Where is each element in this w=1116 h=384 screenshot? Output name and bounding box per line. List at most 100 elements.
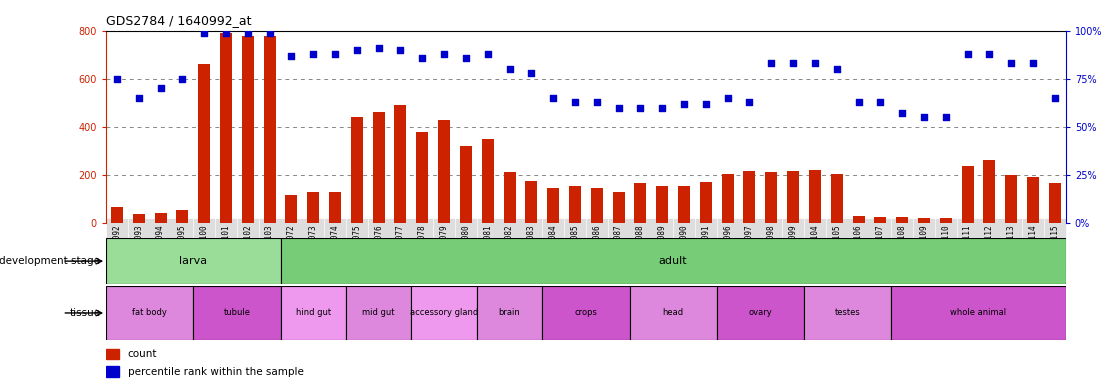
Bar [700,182,712,223]
Point [239,30,257,36]
Bar [477,286,542,340]
Text: GDS2784 / 1640992_at: GDS2784 / 1640992_at [106,14,251,27]
Point [1002,60,1020,66]
Point [632,104,650,111]
Bar [526,181,538,223]
Bar [154,213,166,223]
Point [696,101,714,107]
Bar [962,166,973,223]
Bar [1027,177,1039,223]
Point [785,60,802,66]
Bar [983,161,995,223]
Bar [176,210,189,223]
Point [348,47,366,53]
Point [588,99,606,105]
Text: development stage: development stage [0,256,100,266]
Point [152,85,170,91]
Point [1046,95,1064,101]
Point [828,66,846,72]
Bar [412,286,477,340]
Bar [940,218,952,223]
Bar [350,117,363,223]
Bar [482,139,493,223]
Bar [242,36,253,223]
Bar [896,217,908,223]
Point [1024,60,1042,66]
Bar [394,105,406,223]
Bar [307,192,319,223]
Point [217,30,235,36]
Bar [133,214,145,223]
Bar [460,146,472,223]
Point [435,51,453,57]
Point [609,104,627,111]
Bar [830,174,843,223]
Point [893,110,911,116]
Text: tubule: tubule [223,308,250,318]
Point [959,51,976,57]
Text: hind gut: hind gut [296,308,330,318]
Text: crops: crops [575,308,597,318]
Point [762,60,780,66]
Point [522,70,540,76]
Point [458,55,475,61]
Bar [106,349,119,359]
Bar [874,217,886,223]
Bar [416,131,429,223]
Point [392,47,410,53]
Bar [1049,183,1061,223]
Point [545,95,562,101]
Bar [853,215,865,223]
Point [915,114,933,120]
Bar [193,286,280,340]
Point [981,51,999,57]
Text: tissue: tissue [69,308,100,318]
Point [872,99,889,105]
Bar [716,286,804,340]
Point [653,104,671,111]
Bar [280,286,346,340]
Point [806,60,824,66]
Point [305,51,323,57]
Point [479,51,497,57]
Bar [346,286,412,340]
Point [741,99,759,105]
Text: ovary: ovary [749,308,772,318]
Point [719,95,737,101]
Point [326,51,344,57]
Bar [590,188,603,223]
Bar [329,192,341,223]
Bar [613,192,625,223]
Bar [106,286,193,340]
Bar [804,286,892,340]
Bar [787,171,799,223]
Text: percentile rank within the sample: percentile rank within the sample [127,366,304,377]
Bar [220,33,232,223]
Bar [547,188,559,223]
Point [129,95,147,101]
Point [282,53,300,59]
Point [261,30,279,36]
Text: brain: brain [499,308,520,318]
Bar [918,218,930,223]
Bar [766,172,778,223]
Point [173,76,191,82]
Text: whole animal: whole animal [951,308,1007,318]
Point [849,99,867,105]
Bar [439,119,450,223]
Bar [110,207,123,223]
Text: head: head [663,308,684,318]
Bar [679,185,690,223]
Bar [106,366,119,377]
Bar [1006,175,1018,223]
Text: accessory gland: accessory gland [410,308,479,318]
Point [936,114,954,120]
Bar [286,195,298,223]
Point [413,55,431,61]
Bar [280,238,1066,284]
Point [501,66,519,72]
Point [108,76,126,82]
Bar [373,113,385,223]
Bar [542,286,629,340]
Bar [743,171,756,223]
